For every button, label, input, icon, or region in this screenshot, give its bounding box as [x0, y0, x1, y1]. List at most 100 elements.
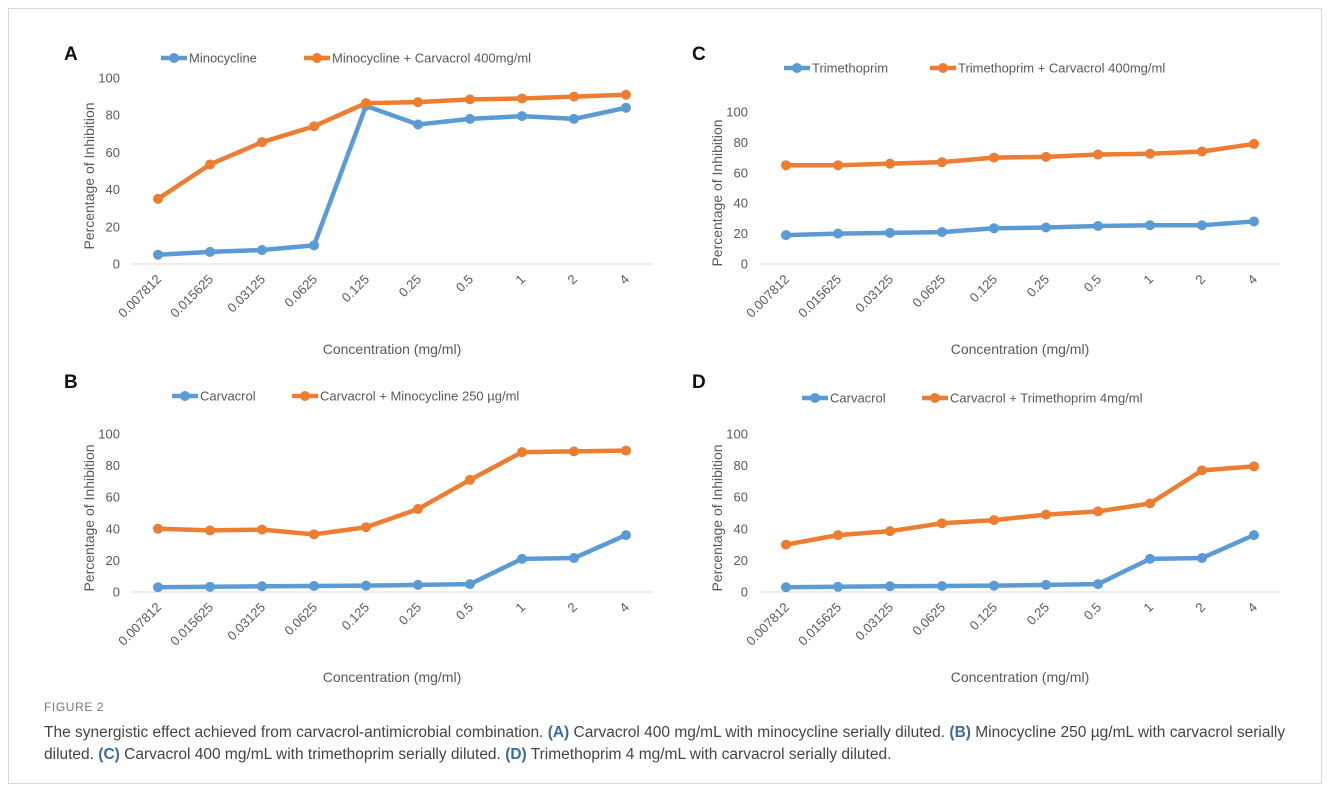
data-point [1249, 530, 1259, 541]
figure-frame [8, 8, 1322, 784]
series-line [783, 464, 1257, 547]
data-point [781, 160, 791, 171]
x-axis-title: Concentration (mg/ml) [323, 669, 462, 685]
x-tick-label: 0.25 [1024, 272, 1053, 301]
data-point [1249, 461, 1259, 472]
caption-intro: The synergistic effect achieved from car… [44, 724, 544, 741]
x-tick-label: 0.125 [967, 272, 1001, 306]
legend-swatch-marker [300, 391, 310, 401]
x-tick-label: 1 [1140, 600, 1156, 616]
legend-label: Carvacrol + Minocycline 250 µg/ml [320, 389, 519, 404]
data-point [885, 526, 895, 537]
data-point [989, 515, 999, 526]
x-tick-label: 0.015625 [167, 272, 216, 321]
legend-swatch-marker [312, 53, 322, 63]
x-tick-label: 0.0625 [909, 272, 948, 311]
data-point [621, 102, 631, 113]
data-point [517, 93, 527, 104]
x-tick-label: 0.125 [339, 272, 373, 306]
data-point [1041, 222, 1051, 233]
series-line [783, 532, 1257, 590]
data-point [309, 121, 319, 132]
data-point [1197, 465, 1207, 476]
legend-swatch-marker [810, 393, 820, 403]
x-tick-label: 2 [1192, 600, 1208, 616]
series-line [783, 141, 1257, 168]
y-tick-label: 0 [113, 585, 120, 600]
data-point [205, 525, 215, 536]
x-axis-title: Concentration (mg/ml) [951, 669, 1090, 685]
y-tick-label: 60 [106, 490, 120, 505]
caption-tag-d: (D) [505, 746, 527, 763]
data-point [205, 246, 215, 257]
caption-text-d: Trimethoprim 4 mg/mL with carvacrol seri… [530, 746, 892, 763]
x-tick-label: 0.007812 [743, 600, 792, 649]
data-point [205, 581, 215, 592]
data-point [309, 580, 319, 591]
data-point [361, 98, 371, 109]
x-tick-label: 0.015625 [795, 600, 844, 649]
data-point [517, 447, 527, 458]
y-tick-label: 20 [106, 219, 120, 234]
chart-panel-b: B 0 20 40 60 80 100 0.007812 0.015625 0.03125 0.06… [64, 372, 652, 685]
y-tick-label: 60 [734, 490, 748, 505]
data-point [153, 193, 163, 204]
legend-label: Trimethoprim + Carvacrol 400mg/ml [958, 61, 1165, 76]
y-tick-label: 80 [734, 458, 748, 473]
data-point [781, 539, 791, 550]
x-axis-title: Concentration (mg/ml) [323, 341, 462, 357]
x-tick-label: 0.007812 [115, 272, 164, 321]
x-tick-label: 2 [564, 600, 580, 616]
y-tick-label: 80 [106, 458, 120, 473]
y-tick-label: 80 [106, 108, 120, 123]
figure-caption: FIGURE 2 The synergistic effect achieved… [44, 700, 1304, 766]
y-tick-label: 40 [734, 521, 748, 536]
y-tick-label: 40 [734, 196, 748, 211]
chart-panel-c: C 0 20 40 60 80 100 0.007812 0.015625 0.03125 0.06… [692, 44, 1280, 357]
data-point [1093, 221, 1103, 231]
series-line [155, 103, 629, 257]
data-point [1093, 506, 1103, 517]
x-tick-label: 1 [1140, 272, 1156, 288]
x-tick-label: 0.5 [453, 272, 476, 295]
y-axis-title: Percentage of Inhibition [81, 102, 97, 249]
data-point [465, 474, 475, 485]
data-point [465, 94, 475, 105]
data-point [465, 113, 475, 124]
data-point [153, 249, 163, 260]
caption-tag-c: (C) [98, 746, 120, 763]
data-point [1249, 138, 1259, 149]
data-point [569, 113, 579, 124]
x-tick-label: 0.0625 [281, 272, 320, 311]
data-point [257, 524, 267, 535]
data-point [1093, 149, 1103, 160]
data-point [1249, 216, 1259, 227]
legend-label: Carvacrol [830, 391, 886, 406]
legend-label: Carvacrol [200, 389, 256, 404]
y-axis-title: Percentage of Inhibition [709, 119, 725, 266]
y-tick-label: 100 [98, 427, 120, 442]
x-axis-title: Concentration (mg/ml) [951, 341, 1090, 357]
x-tick-label: 2 [1192, 272, 1208, 288]
y-tick-label: 0 [741, 585, 748, 600]
data-point [1145, 498, 1155, 509]
x-tick-label: 0.5 [453, 600, 476, 623]
x-tick-label: 4 [1244, 600, 1260, 616]
x-tick-label: 0.25 [396, 600, 425, 629]
data-point [1197, 553, 1207, 564]
data-point [309, 529, 319, 540]
data-point [885, 227, 895, 238]
chart-panel-a: A 0 20 40 60 80 100 0.007812 0.015625 0.03125 0.06… [64, 44, 652, 357]
x-tick-label: 1 [512, 272, 528, 288]
data-point [1145, 553, 1155, 564]
y-tick-label: 20 [734, 553, 748, 568]
x-tick-label: 0.5 [1081, 272, 1104, 295]
x-tick-label: 2 [564, 272, 580, 288]
data-point [569, 553, 579, 564]
legend-swatch-marker [930, 393, 940, 403]
data-point [937, 518, 947, 529]
x-tick-label: 0.0625 [281, 600, 320, 639]
data-point [413, 579, 423, 590]
caption-text-a: Carvacrol 400 mg/mL with minocycline ser… [573, 724, 946, 741]
x-tick-label: 0.015625 [167, 600, 216, 649]
